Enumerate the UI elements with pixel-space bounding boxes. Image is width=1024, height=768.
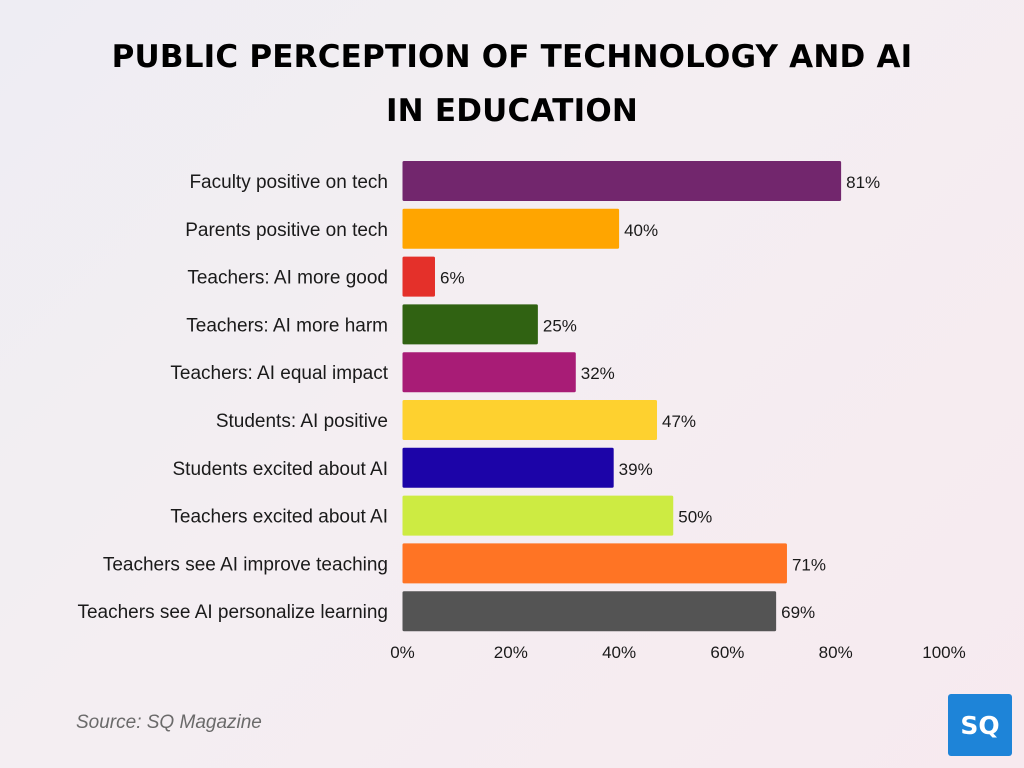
x-tick-label: 40% — [602, 643, 636, 662]
value-label: 39% — [619, 460, 653, 479]
value-label: 47% — [662, 412, 696, 431]
category-label: Students: AI positive — [216, 411, 388, 432]
category-label: Teachers see AI personalize learning — [77, 602, 388, 623]
x-tick-label: 80% — [819, 643, 853, 662]
category-label: Teachers: AI equal impact — [170, 363, 388, 384]
category-label: Faculty positive on tech — [189, 172, 388, 193]
chart-title-line-2: IN EDUCATION — [385, 93, 639, 129]
bar — [402, 352, 576, 393]
value-label: 25% — [543, 316, 577, 335]
bar — [402, 161, 842, 201]
category-label: Teachers excited about AI — [170, 507, 388, 528]
value-label: 50% — [678, 508, 712, 527]
bar — [402, 256, 435, 297]
category-label: Teachers see AI improve teaching — [103, 554, 388, 575]
value-label: 6% — [440, 269, 465, 288]
bar — [402, 543, 787, 584]
value-label: 69% — [781, 603, 815, 622]
logo-text: SQ — [960, 710, 1000, 740]
chart-title: PUBLIC PERCEPTION OF TECHNOLOGY AND AI I… — [0, 30, 1024, 138]
category-label: Parents positive on tech — [185, 220, 388, 241]
bar — [402, 591, 777, 632]
value-label: 71% — [792, 555, 826, 574]
bar — [402, 400, 658, 440]
x-tick-label: 0% — [390, 643, 415, 662]
value-label: 81% — [846, 173, 880, 192]
category-label: Teachers: AI more good — [187, 268, 388, 289]
bar — [402, 447, 614, 488]
value-label: 32% — [581, 364, 615, 383]
sq-magazine-logo[interactable]: SQ — [948, 694, 1012, 756]
x-tick-label: 60% — [710, 643, 744, 662]
x-tick-label: 100% — [922, 643, 965, 662]
bar — [402, 208, 620, 249]
category-label: Teachers: AI more harm — [186, 315, 388, 336]
chart-title-line-1: PUBLIC PERCEPTION OF TECHNOLOGY AND AI — [111, 39, 913, 75]
source-note: Source: SQ Magazine — [76, 712, 262, 733]
x-tick-label: 20% — [494, 643, 528, 662]
bar — [402, 495, 674, 536]
value-label: 40% — [624, 221, 658, 240]
bar — [402, 304, 538, 345]
category-label: Students excited about AI — [173, 459, 389, 480]
